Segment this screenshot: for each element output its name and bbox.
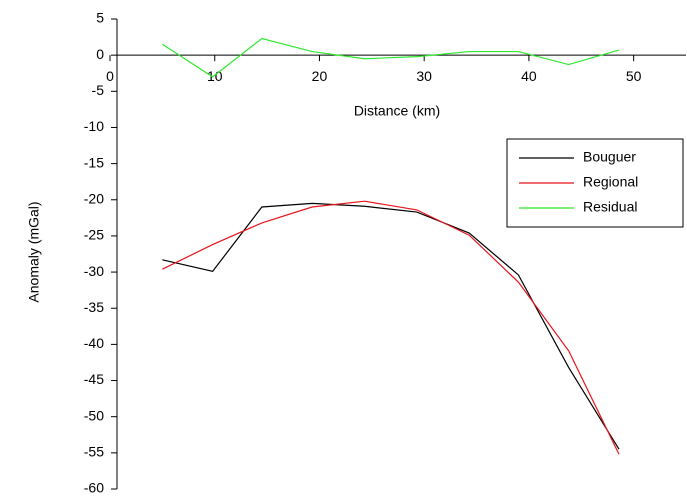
series-line (162, 202, 620, 450)
y-tick-label: -25 (84, 227, 104, 243)
y-tick-label: 5 (96, 10, 104, 26)
y-axis-label: Anomaly (mGal) (26, 201, 42, 302)
x-tick-label: 0 (106, 68, 114, 84)
y-tick-label: -60 (84, 480, 104, 496)
series-line (162, 37, 620, 78)
legend-label: Bouguer (583, 149, 636, 165)
x-axis-label: Distance (km) (354, 103, 440, 119)
y-tick-label: -55 (84, 444, 104, 460)
y-tick-label: -50 (84, 407, 104, 423)
y-tick-label: -45 (84, 371, 104, 387)
y-tick-label: -35 (84, 299, 104, 315)
x-tick-label: 40 (521, 68, 537, 84)
series-line (162, 200, 620, 455)
y-tick-label: -30 (84, 263, 104, 279)
x-tick-label: 20 (312, 68, 328, 84)
legend-label: Residual (583, 199, 637, 215)
y-tick-label: 0 (96, 46, 104, 62)
y-tick-label: -20 (84, 190, 104, 206)
y-tick-label: -40 (84, 335, 104, 351)
y-tick-label: -5 (92, 82, 105, 98)
y-tick-label: -15 (84, 154, 104, 170)
legend-label: Regional (583, 174, 638, 190)
y-tick-label: -10 (84, 118, 104, 134)
x-tick-label: 50 (626, 68, 642, 84)
x-tick-label: 30 (416, 68, 432, 84)
